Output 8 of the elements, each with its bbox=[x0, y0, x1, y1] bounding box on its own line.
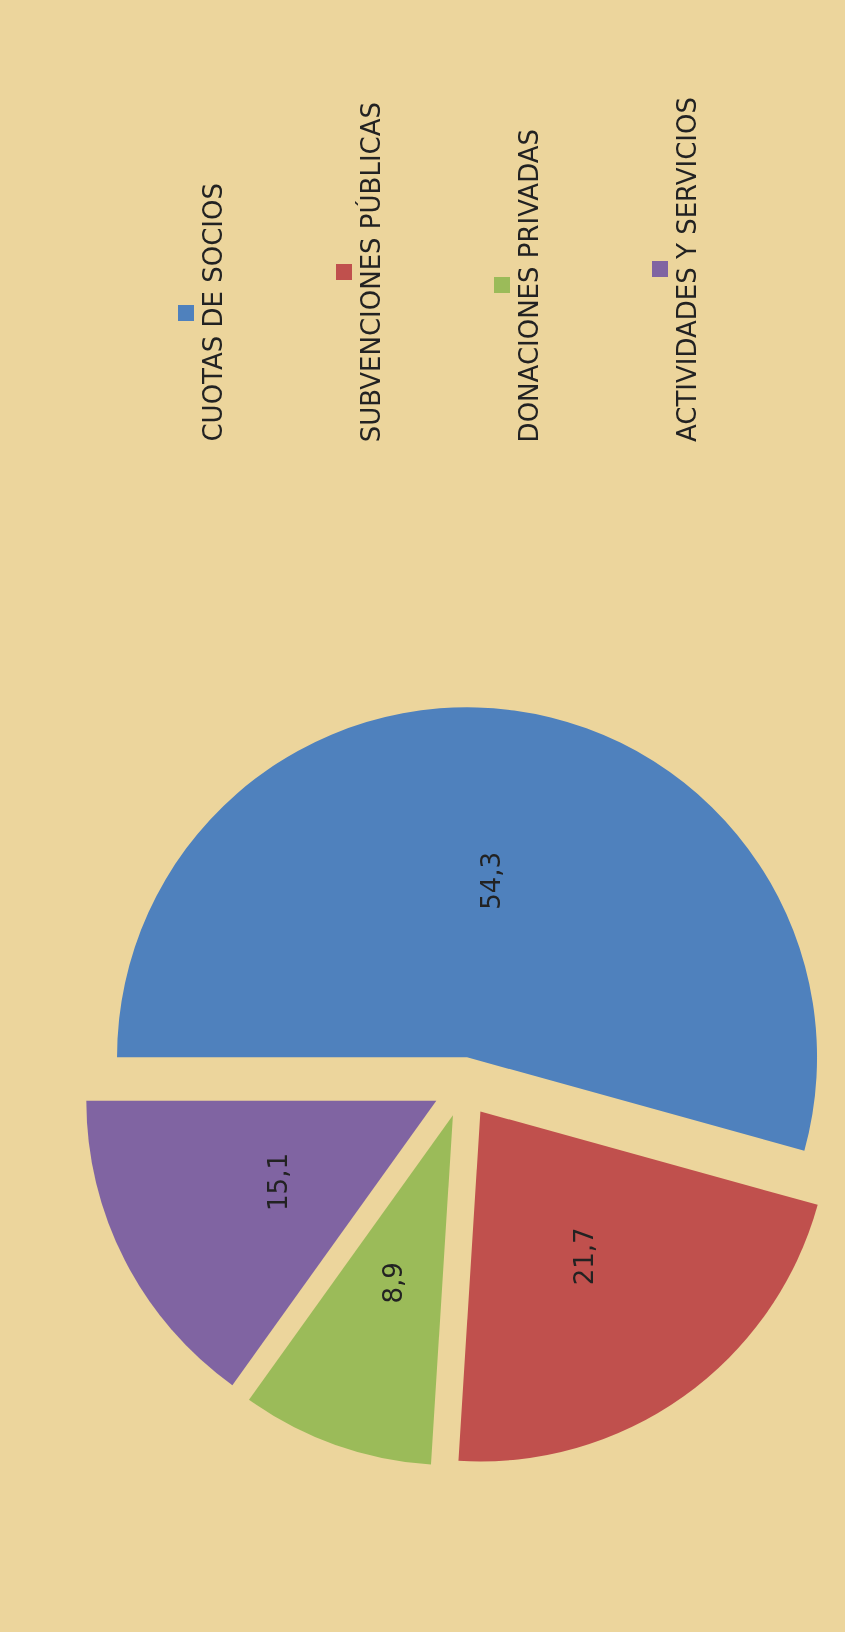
data-label: 21,7 bbox=[568, 1227, 599, 1286]
data-label: 8,9 bbox=[378, 1262, 409, 1304]
legend-label: SUBVENCIONES PÚBLICAS bbox=[356, 101, 386, 442]
data-label: 54,3 bbox=[476, 851, 507, 910]
legend-label: ACTIVIDADES Y SERVICIOS bbox=[672, 96, 702, 442]
data-label: 15,1 bbox=[262, 1153, 293, 1211]
legend-label: CUOTAS DE SOCIOS bbox=[198, 183, 228, 442]
legend-label: DONACIONES PRIVADAS bbox=[514, 128, 544, 442]
